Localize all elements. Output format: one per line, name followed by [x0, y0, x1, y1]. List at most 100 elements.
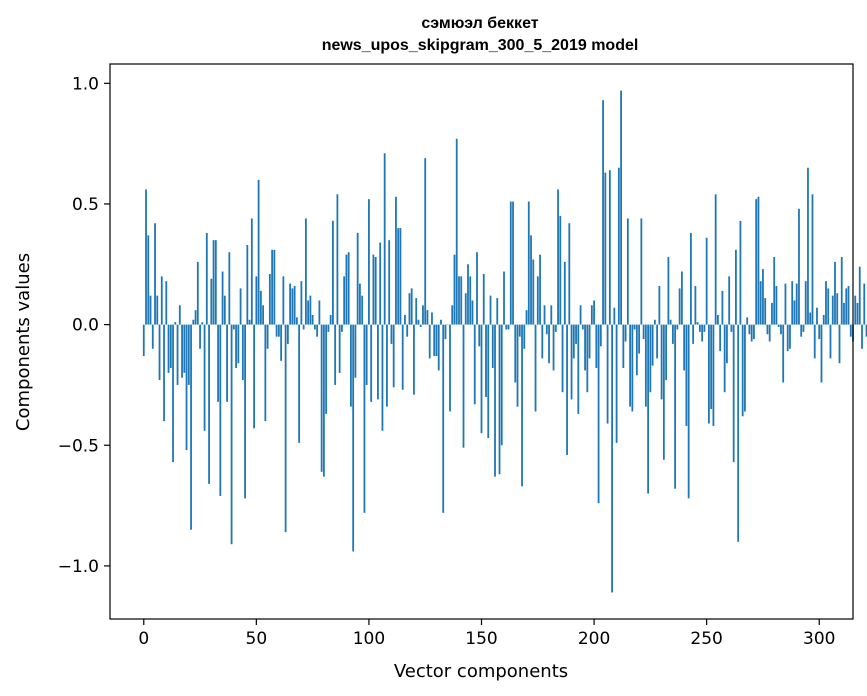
- bar: [552, 324, 555, 371]
- bar: [149, 295, 152, 325]
- bar: [210, 278, 213, 325]
- bar: [368, 199, 370, 325]
- bar: [458, 276, 460, 325]
- bar: [264, 324, 267, 422]
- bar: [181, 324, 183, 378]
- bar: [701, 324, 704, 342]
- bar: [532, 259, 535, 325]
- bar: [395, 196, 397, 325]
- bar: [178, 305, 181, 325]
- bar: [478, 324, 481, 347]
- bar: [239, 288, 242, 325]
- bar: [275, 324, 278, 337]
- bar: [404, 314, 406, 325]
- bar: [356, 232, 359, 325]
- bar: [316, 324, 319, 337]
- bar: [626, 218, 629, 325]
- bar: [379, 242, 382, 325]
- bar: [467, 264, 469, 325]
- bar: [773, 257, 776, 325]
- bar: [361, 295, 364, 325]
- bar: [820, 324, 823, 383]
- bar: [755, 199, 758, 325]
- bar: [579, 305, 582, 325]
- bar: [802, 324, 805, 332]
- bar: [451, 305, 454, 325]
- bar: [309, 295, 312, 325]
- bar: [644, 324, 647, 407]
- bar: [858, 266, 861, 325]
- bar: [730, 324, 733, 332]
- bar: [570, 324, 573, 400]
- bar: [735, 249, 737, 325]
- bar: [728, 276, 731, 325]
- bar: [548, 324, 550, 364]
- bar: [390, 324, 393, 344]
- bar: [352, 324, 355, 552]
- bar: [259, 290, 262, 325]
- bar: [327, 324, 330, 332]
- bar: [505, 324, 508, 330]
- bar: [455, 138, 458, 325]
- bar: [473, 324, 476, 405]
- bar: [489, 295, 492, 325]
- y-tick-label: 1.0: [72, 74, 99, 94]
- bar: [775, 286, 778, 325]
- bar: [208, 324, 210, 484]
- bar: [167, 324, 170, 373]
- bar: [789, 324, 791, 349]
- bar: [329, 314, 332, 325]
- bar: [521, 324, 523, 487]
- bar: [714, 194, 717, 325]
- bar: [494, 324, 496, 477]
- bar: [674, 324, 677, 489]
- bar: [289, 283, 292, 325]
- bar: [187, 324, 190, 385]
- bar: [350, 324, 352, 407]
- bar: [523, 324, 526, 349]
- bar: [762, 269, 764, 325]
- chart-title: сэмюэл беккет: [421, 15, 538, 32]
- bar: [410, 288, 413, 325]
- bar: [388, 240, 391, 325]
- bar: [838, 324, 841, 364]
- bar: [710, 324, 713, 410]
- bar: [689, 232, 692, 325]
- bar: [550, 305, 553, 325]
- bar: [764, 298, 767, 325]
- bar: [253, 324, 255, 429]
- bar: [581, 324, 584, 330]
- bar: [726, 324, 728, 364]
- bar: [822, 314, 825, 325]
- bar: [257, 179, 260, 325]
- bar: [539, 254, 541, 325]
- bar: [192, 319, 195, 325]
- bar: [460, 276, 463, 325]
- bar: [347, 252, 350, 325]
- x-tick-label: 300: [803, 629, 835, 649]
- bar: [433, 324, 436, 356]
- bar: [313, 324, 316, 330]
- y-axis-label: Components values: [13, 253, 34, 431]
- bar: [572, 324, 575, 359]
- bar: [248, 319, 251, 325]
- bar: [658, 286, 661, 325]
- bar: [255, 276, 258, 325]
- bar: [861, 324, 863, 349]
- bar: [217, 324, 219, 402]
- bar: [277, 324, 280, 337]
- bar: [649, 324, 652, 393]
- bar: [809, 312, 812, 325]
- bar: [638, 324, 641, 354]
- bar-series: [142, 90, 867, 593]
- bar: [545, 324, 548, 335]
- bar: [453, 254, 456, 325]
- bar: [640, 218, 643, 325]
- bar: [811, 194, 814, 325]
- bar: [397, 228, 400, 325]
- bar: [205, 232, 208, 325]
- bar: [530, 235, 532, 325]
- bar: [230, 324, 233, 545]
- bar: [599, 324, 602, 347]
- bar: [343, 276, 346, 325]
